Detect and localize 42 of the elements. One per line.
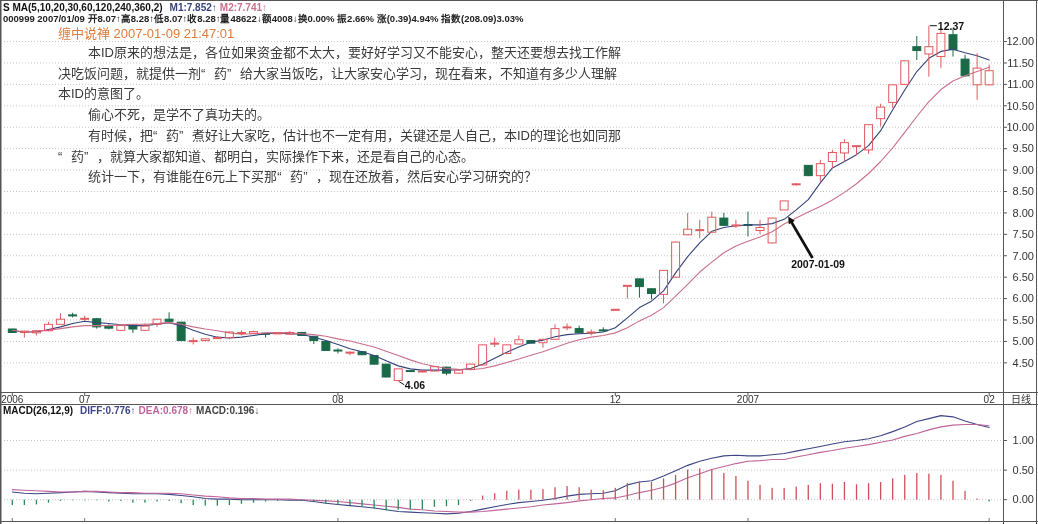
y-tick-label: 9.50 — [1012, 142, 1034, 155]
y-tick-label: 0.00 — [1012, 493, 1034, 506]
chart-title: S MA(5,10,20,30,60,120,240,360,2) — [3, 2, 163, 13]
text: 本ID原来的想法是，各位如果资金都不太大，要好好学习又不能安心，整天还要想去找工作解决吃饭问题，就提供一剂“药”给大家当饭吃，让大家安心学习，现在看来，不知道有多少人理解本ID的意图了。 — [58, 45, 621, 102]
annotation: MACD:0.196↓ — [196, 404, 260, 416]
x-tick-label: 2007 — [736, 393, 760, 405]
y-tick-label: 6.50 — [1012, 270, 1034, 283]
annotation: 统计一下，有谁能在6元上下买那“药”，现在还放着，然后安心学习研究的？ — [87, 168, 539, 187]
y-tick-label: 8.00 — [1012, 206, 1034, 219]
x-tick-label: 08 — [332, 393, 344, 405]
y-tick-label: 12.00 — [1006, 35, 1034, 48]
y-tick-label: 10.50 — [1006, 99, 1034, 112]
annotation: 12.37 — [937, 19, 965, 32]
y-tick-label: 5.50 — [1012, 313, 1034, 326]
text: 有时候，把“药”煮好让大家吃，估计也不一定有用，关键还是人自己，本ID的理论也如同那“药”，就算大家都知道、都明白，实际操作下来，还是看自己的心态。 — [58, 127, 621, 164]
annotation: 偷心不死，是学不了真功夫的。 — [87, 106, 271, 125]
y-tick-label: 10.00 — [1006, 121, 1034, 134]
y-tick-label: 11.50 — [1007, 56, 1034, 69]
annotation: 2007-01-09 — [791, 257, 845, 270]
x-tick-label: 02 — [983, 393, 996, 405]
text: 000999 2007/01/09 开8.07↑高8.28↑低8.07↑收8.28↑量48622↓额4008↓换0.00% 振2.66% 涨(0.39)4.94% 指数(208.09)3.03% — [3, 13, 524, 24]
x-tick-label: 12 — [609, 393, 622, 405]
y-tick-label: 0.50 — [1012, 463, 1034, 476]
x-axis-title: 日线 — [1010, 392, 1031, 405]
text: DIFF:0.776↑ — [80, 404, 136, 416]
y-tick-label: 4.50 — [1012, 356, 1034, 369]
y-tick-label: 5.00 — [1012, 335, 1034, 348]
annotation: 4.06 — [404, 379, 426, 392]
chart-title: MACD(26,12,9) — [3, 404, 74, 416]
y-tick-label: 9.00 — [1012, 163, 1034, 176]
x-tick-label: 2006 — [1, 393, 24, 405]
y-tick-label: 8.50 — [1012, 185, 1034, 198]
y-tick-label: 7.00 — [1012, 249, 1034, 262]
y-tick-label: 6.00 — [1012, 292, 1034, 305]
text: M1:7.852↑ — [169, 2, 217, 13]
y-tick-label: 1.00 — [1012, 434, 1034, 447]
y-tick-label: 7.50 — [1012, 228, 1034, 241]
text: DEA:0.678↑ — [138, 404, 194, 416]
annotation: 缠中说禅 2007-01-09 21:47:01 — [58, 25, 236, 43]
text: M2:7.741↑ — [219, 2, 268, 13]
x-tick-label: 07 — [79, 393, 91, 405]
y-tick-label: 11.00 — [1007, 78, 1034, 91]
